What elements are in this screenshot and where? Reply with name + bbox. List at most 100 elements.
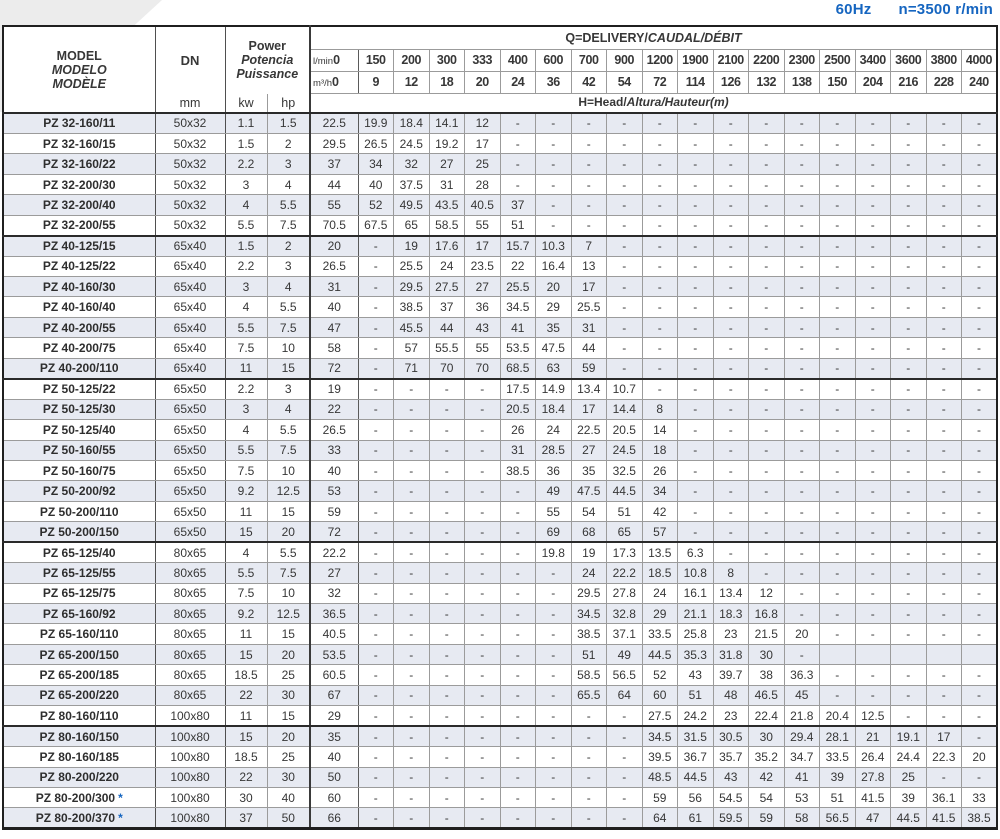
head-value-cell: - — [499, 786, 536, 809]
head-label-en: H=Head/ — [578, 95, 627, 110]
head-value-cell: - — [428, 480, 465, 502]
head-value-cell: 13.4 — [570, 378, 607, 400]
head-value-cell: 72 — [309, 521, 359, 544]
kw-value-cell: 2.2 — [224, 378, 268, 400]
dn-cell: 65x50 — [154, 459, 226, 482]
kw-value-cell: 15 — [224, 521, 268, 544]
hp-value-cell: 30 — [266, 684, 311, 707]
head-value-cell: - — [854, 173, 891, 196]
dn-cell: 65x40 — [154, 235, 226, 257]
head-value-cell: 37 — [428, 296, 465, 318]
head-value-cell: 68.5 — [499, 357, 536, 380]
head-value-cell: 69 — [535, 521, 572, 544]
head-value-cell: 25.5 — [393, 255, 430, 278]
model-label-fr: MODÈLE — [52, 76, 106, 91]
hp-value-cell: 5.5 — [266, 419, 311, 441]
head-value-cell: - — [783, 419, 820, 441]
head-value-cell: 38.5 — [961, 807, 998, 829]
table-row: PZ 40-125/15 65x40 1.5 2 20-19 17.6 17 15.7 10.3… — [2, 235, 998, 257]
head-value-cell: 23 — [712, 705, 749, 728]
hp-value-cell: 10 — [266, 582, 311, 605]
dn-cell: 65x40 — [154, 296, 226, 318]
dn-cell: 50x32 — [154, 111, 226, 134]
head-value-cell: - — [464, 398, 501, 421]
head-value-cell: 24 — [535, 419, 572, 441]
head-value-cell — [819, 643, 856, 666]
hp-value-cell: 30 — [266, 766, 311, 788]
kw-value-cell: 7.5 — [224, 582, 268, 605]
head-value-cell: - — [854, 111, 891, 134]
hp-value-cell: 40 — [266, 786, 311, 809]
head-value-cell: 24.5 — [606, 439, 643, 461]
table-row: PZ 40-200/110 65x40 11 15 72-71 70 70 68.5 63 59-… — [2, 357, 998, 380]
head-value-cell: - — [783, 296, 820, 318]
head-value-cell: - — [783, 316, 820, 339]
head-value-cell: 23.5 — [464, 255, 501, 278]
head-value-cell: - — [819, 602, 856, 625]
model-cell: PZ 65-160/110 — [2, 623, 156, 645]
head-value-cell: - — [748, 500, 785, 523]
hp-value-cell: 4 — [266, 275, 311, 298]
head-value-cell: 63 — [535, 357, 572, 380]
head-value-cell: 67 — [309, 684, 359, 707]
head-value-cell: - — [819, 235, 856, 257]
head-value-cell: - — [464, 725, 501, 748]
head-value-cell: 47 — [854, 807, 891, 829]
header-row-delivery: MODEL MODELO MODÈLE DN mm Power Potencia… — [2, 25, 998, 114]
head-value-cell: 65 — [393, 214, 430, 237]
head-value-cell: 47.5 — [535, 337, 572, 359]
flow-m3h-cell: 126 — [712, 70, 749, 95]
model-cell: PZ 65-125/55 — [2, 562, 156, 584]
head-value-cell: - — [783, 562, 820, 584]
model-cell: PZ 32-160/22 — [2, 153, 156, 175]
head-value-cell: - — [641, 194, 678, 216]
kw-value-cell: 7.5 — [224, 337, 268, 359]
flow-m3h-cell: 12 — [393, 70, 430, 95]
head-value-cell: 29.4 — [783, 725, 820, 748]
hp-unit-header: hp — [266, 93, 311, 115]
head-value-cell: - — [393, 725, 430, 748]
dn-cell: 50x32 — [154, 194, 226, 216]
head-value-cell: 34.7 — [783, 746, 820, 768]
head-value-cell: - — [819, 153, 856, 175]
head-value-cell: - — [925, 439, 962, 461]
head-value-cell: 16.1 — [677, 582, 714, 605]
head-value-cell: - — [677, 521, 714, 544]
head-value-cell: 27 — [309, 562, 359, 584]
head-value-cell: - — [570, 132, 607, 155]
head-value-cell: - — [925, 521, 962, 544]
head-value-cell: 29 — [535, 296, 572, 318]
flow-m3h-cell: 24 — [499, 70, 536, 95]
table-row: PZ 80-200/300 * 100x80 30 40 60- - - - - - - -59 56 54… — [2, 786, 998, 809]
model-cell: PZ 65-200/150 — [2, 643, 156, 666]
head-value-cell: - — [890, 419, 927, 441]
head-value-cell: 53 — [309, 480, 359, 502]
model-name: PZ 50-200/110 — [39, 504, 119, 519]
head-value-cell: - — [854, 153, 891, 175]
head-value-cell: - — [499, 132, 536, 155]
kw-value-cell: 22 — [224, 684, 268, 707]
head-value-cell: 22.5 — [570, 419, 607, 441]
head-value-cell: - — [890, 214, 927, 237]
head-value-cell: - — [464, 439, 501, 461]
head-value-cell: - — [819, 582, 856, 605]
head-value-cell: - — [961, 705, 998, 728]
head-value-cell: - — [570, 786, 607, 809]
head-value-cell: 20.5 — [606, 419, 643, 441]
head-value-cell: - — [393, 602, 430, 625]
head-value-cell: - — [428, 521, 465, 544]
head-value-cell: 8 — [712, 562, 749, 584]
flow-m3h-cell: 20 — [464, 70, 501, 95]
head-value-cell: - — [464, 684, 501, 707]
head-value-cell: - — [606, 235, 643, 257]
head-value-cell: - — [712, 378, 749, 400]
head-value-cell: - — [961, 153, 998, 175]
head-value-cell: 24.5 — [393, 132, 430, 155]
head-value-cell: 55 — [464, 214, 501, 237]
head-value-cell: - — [961, 500, 998, 523]
head-value-cell: - — [428, 582, 465, 605]
head-value-cell: 36.7 — [677, 746, 714, 768]
head-value-cell: - — [854, 582, 891, 605]
head-value-cell: - — [464, 378, 501, 400]
head-value-cell: 30 — [748, 725, 785, 748]
